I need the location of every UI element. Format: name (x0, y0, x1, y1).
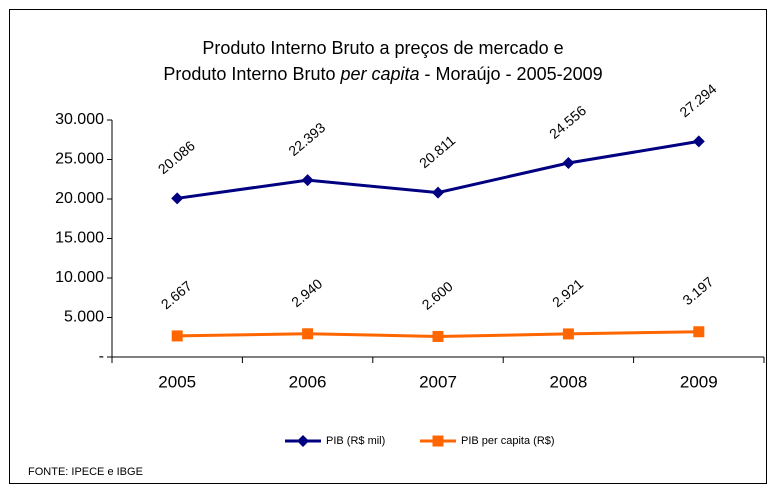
source-note: FONTE: IPECE e IBGE (28, 466, 143, 478)
marker (432, 435, 444, 447)
x-tick-label: 2007 (419, 372, 457, 391)
marker (432, 330, 444, 342)
marker (297, 435, 309, 447)
chart-title: Produto Interno Bruto per capita - Moraú… (163, 64, 602, 84)
marker (302, 328, 314, 340)
y-tick-label: - (99, 348, 104, 365)
marker (562, 157, 575, 170)
y-tick-label: 25.000 (55, 151, 104, 168)
marker (562, 328, 574, 340)
legend-label: PIB (R$ mil) (326, 435, 385, 447)
title-part: Produto Interno Bruto (163, 64, 340, 84)
marker (693, 326, 705, 338)
marker (301, 174, 314, 187)
x-tick-label: 2009 (680, 372, 718, 391)
y-tick-label: 5.000 (64, 309, 104, 326)
y-tick-label: 10.000 (55, 269, 104, 286)
marker (171, 192, 184, 205)
marker (692, 135, 705, 148)
y-tick-label: 30.000 (55, 111, 104, 128)
x-tick-label: 2008 (549, 372, 587, 391)
legend-label: PIB per capita (R$) (461, 435, 555, 447)
chart-title: Produto Interno Bruto a preços de mercad… (202, 38, 563, 58)
marker (432, 186, 444, 199)
x-tick-label: 2005 (158, 372, 196, 391)
chart-border (9, 9, 767, 484)
x-tick-label: 2006 (289, 372, 327, 391)
y-tick-label: 15.000 (55, 230, 104, 247)
title-part: per capita (339, 64, 419, 84)
title-part: - Moraújo - 2005-2009 (420, 64, 603, 84)
marker (171, 330, 183, 342)
y-tick-label: 20.000 (55, 190, 104, 207)
